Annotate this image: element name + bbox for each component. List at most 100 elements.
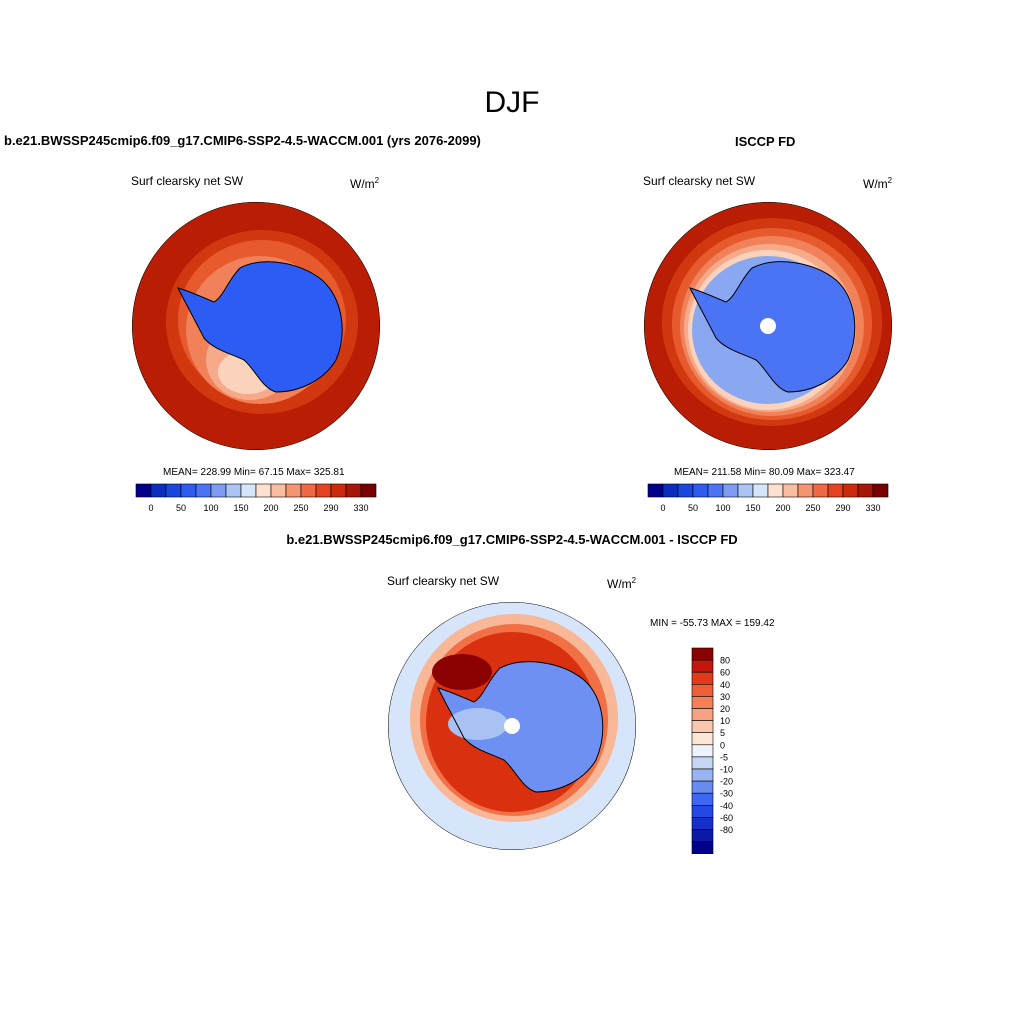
panel-1-colorbar-tick-label: 50 (176, 503, 186, 513)
panel-3-colorbar-swatch (691, 696, 714, 709)
panel-2-colorbar (647, 483, 889, 498)
panel-2-colorbar-swatch (677, 483, 694, 498)
panel-1-colorbar-swatch (150, 483, 167, 498)
panel-1-colorbar-tick-label: 250 (293, 503, 308, 513)
panel-1-colorbar-labels: 0 50 100 150 200 250 290 330 (148, 503, 368, 513)
panel-3-colorbar-swatch (691, 756, 714, 770)
panel-1-colorbar-swatch (315, 483, 332, 498)
panel-2-title: ISCCP FD (735, 134, 796, 149)
panel-2-colorbar-labels: 0 50 100 150 200 250 290 330 (660, 503, 880, 513)
panel-2-colorbar-swatch (767, 483, 784, 498)
panel-3-colorbar-swatch (691, 720, 714, 733)
panel-3-dark-patch (432, 654, 492, 690)
panel-3-colorbar (691, 647, 714, 854)
panel-1-colorbar-swatch (345, 483, 362, 498)
panel-2-pole-hole (760, 318, 776, 334)
panel-2-colorbar-tick-label: 50 (688, 503, 698, 513)
panel-1-title: b.e21.BWSSP245cmip6.f09_g17.CMIP6-SSP2-4… (4, 133, 481, 148)
panel-1-colorbar-tick-label: 290 (323, 503, 338, 513)
panel-2-colorbar-swatch (752, 483, 769, 498)
panel-3-colorbar-tick-label: -80 (720, 825, 733, 835)
panel-3-colorbar-swatch (691, 744, 714, 758)
panel-3-colorbar-tick-label: -20 (720, 777, 733, 787)
panel-3-variable: Surf clearsky net SW (387, 574, 500, 588)
panel-3-colorbar-swatch (691, 817, 714, 830)
panel-1-colorbar-swatch (180, 483, 197, 498)
panel-3-colorbar-tick-label: 80 (720, 656, 730, 666)
panel-3-colorbar-tick-label: 5 (720, 728, 725, 738)
panel-3-colorbar-tick-label: 40 (720, 680, 730, 690)
panel-3-colorbar-tick-label: -5 (720, 752, 728, 762)
panel-2-colorbar-swatch (737, 483, 754, 498)
panel-3-colorbar-tick-label: -60 (720, 813, 733, 823)
panel-3-colorbar-tick-label: 30 (720, 692, 730, 702)
panel-3-colorbar-tick-label: 0 (720, 740, 725, 750)
panel-3-peninsula (448, 708, 508, 740)
panel-2-colorbar-tick-label: 0 (660, 503, 665, 513)
panel-3-units: W/m2 (607, 576, 637, 591)
panel-3-colorbar-swatch (691, 659, 714, 673)
panel-1-colorbar-tick-label: 0 (148, 503, 153, 513)
panel-1-map (132, 202, 380, 450)
panel-1-colorbar-swatch (240, 483, 257, 498)
panel-2-colorbar-swatch (722, 483, 739, 498)
panel-3-pole-hole (504, 718, 520, 734)
panel-1-colorbar-swatch (135, 483, 152, 498)
panel-2-colorbar-tick-label: 330 (865, 503, 880, 513)
panel-1-colorbar-tick-label: 150 (233, 503, 248, 513)
panel-3-colorbar-swatch (691, 841, 714, 854)
panel-1-colorbar-swatch (210, 483, 227, 498)
panel-2-colorbar-swatch (872, 483, 889, 498)
panel-2-colorbar-tick-label: 250 (805, 503, 820, 513)
panel-3-coastline (437, 661, 604, 793)
panel-2-colorbar-tick-label: 150 (745, 503, 760, 513)
panel-2-colorbar-tick-label: 290 (835, 503, 850, 513)
panel-1-ice (178, 261, 343, 392)
panel-3-colorbar-swatch (691, 768, 714, 782)
panel-3-colorbar-swatch (691, 647, 714, 661)
panel-2-colorbar-tick-label: 200 (775, 503, 790, 513)
panel-1-coastline (177, 261, 343, 393)
panel-1-colorbar-swatch (165, 483, 182, 498)
panel-3-colorbar-labels: 80 60 40 30 20 10 5 0 -5 -10 -20 -30 -40 -60 -80 (720, 656, 733, 835)
panel-1-colorbar-tick-label: 330 (353, 503, 368, 513)
panel-2-stats: MEAN= 211.58 Min= 80.09 Max= 323.47 (674, 467, 855, 478)
panel-2-variable: Surf clearsky net SW (643, 174, 756, 188)
panel-3-title: b.e21.BWSSP245cmip6.f09_g17.CMIP6-SSP2-4… (286, 532, 738, 547)
panel-3-ice (438, 661, 603, 792)
panel-1-colorbar-swatch (330, 483, 347, 498)
panel-2-colorbar-tick-label: 100 (715, 503, 730, 513)
panel-2-colorbar-swatch (782, 483, 799, 498)
panel-2-coastline (689, 261, 856, 393)
panel-3-colorbar-swatch (691, 804, 714, 818)
panel-3-colorbar-tick-label: -30 (720, 789, 733, 799)
panel-1-colorbar-swatch (255, 483, 272, 498)
panel-2-colorbar-swatch (692, 483, 709, 498)
panel-1-colorbar-tick-label: 200 (263, 503, 278, 513)
panel-1-variable: Surf clearsky net SW (131, 174, 244, 188)
panel-2-colorbar-swatch (707, 483, 724, 498)
panel-1-colorbar (135, 483, 377, 498)
panel-1-colorbar-swatch (225, 483, 242, 498)
figure-title: DJF (484, 86, 540, 119)
panel-2-units: W/m2 (863, 176, 893, 191)
panel-1-colorbar-swatch (360, 483, 377, 498)
panel-3-colorbar-tick-label: -40 (720, 801, 733, 811)
panel-3-stats: MIN = -55.73 MAX = 159.42 (650, 618, 775, 629)
panel-3-colorbar-tick-label: 20 (720, 704, 730, 714)
panel-3-colorbar-swatch (691, 829, 714, 842)
panel-3-colorbar-swatch (691, 732, 714, 746)
panel-3-colorbar-tick-label: 10 (720, 716, 730, 726)
panel-2-colorbar-swatch (647, 483, 664, 498)
panel-1-colorbar-swatch (195, 483, 212, 498)
panel-1-units: W/m2 (350, 176, 380, 191)
panel-3-colorbar-swatch (691, 671, 714, 685)
panel-2-colorbar-swatch (662, 483, 679, 498)
panel-3-colorbar-tick-label: 60 (720, 668, 730, 678)
panel-2-colorbar-swatch (857, 483, 874, 498)
panel-3-colorbar-swatch (691, 780, 714, 794)
panel-1-colorbar-swatch (270, 483, 287, 498)
panel-2-colorbar-swatch (827, 483, 844, 498)
panel-2-colorbar-swatch (812, 483, 829, 498)
